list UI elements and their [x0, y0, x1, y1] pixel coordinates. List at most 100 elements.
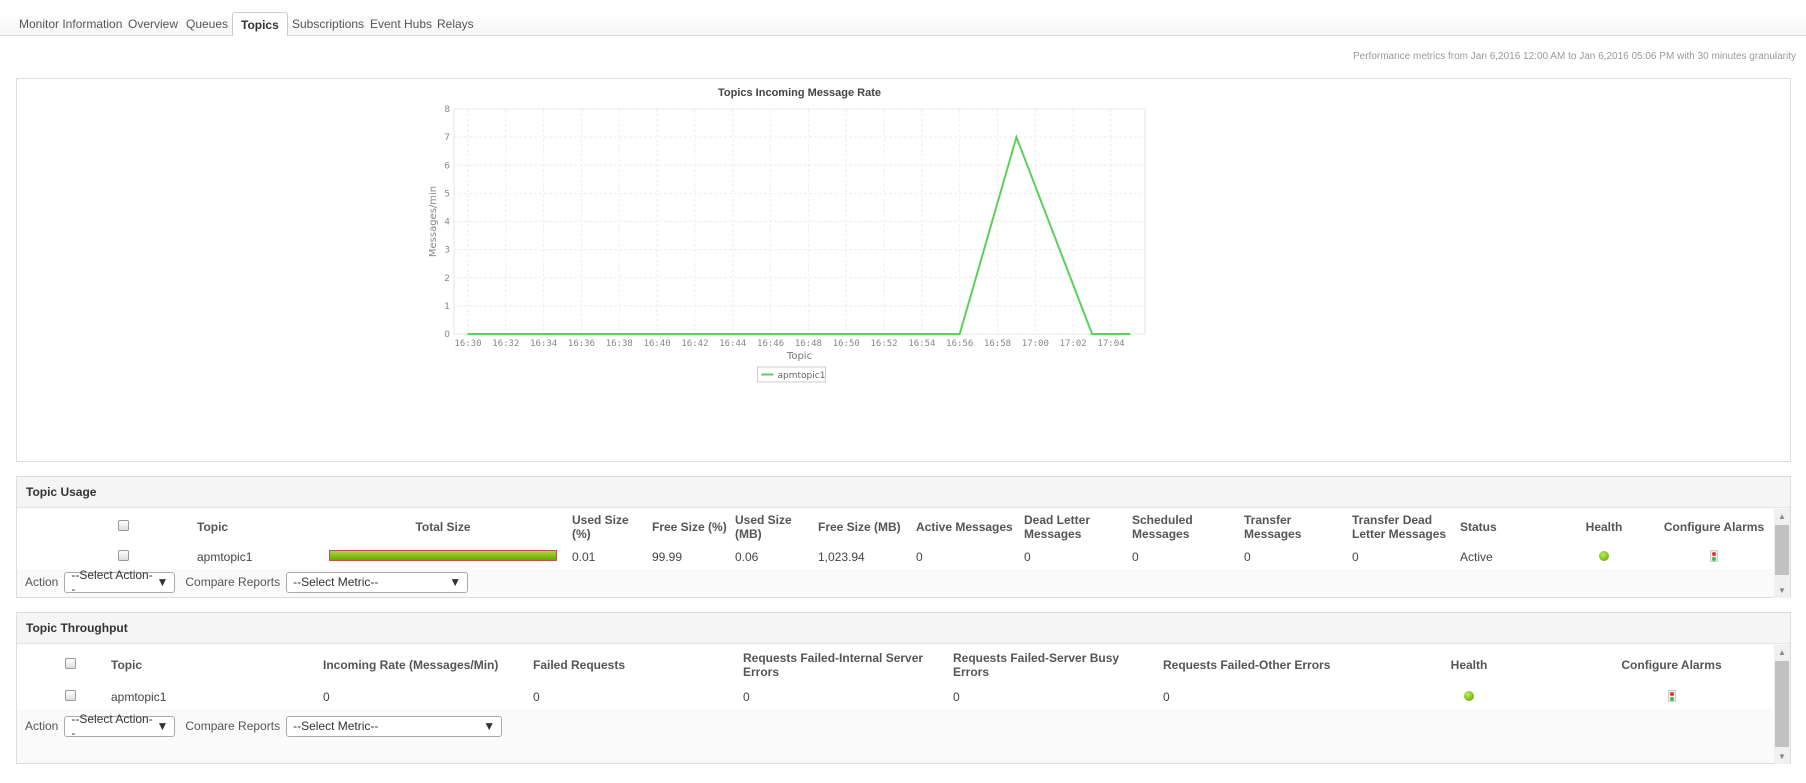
- total-size-bar: [329, 550, 557, 561]
- active-messages: 0: [916, 550, 923, 564]
- row-checkbox[interactable]: [64, 690, 76, 701]
- action-value: --Select Action--: [71, 712, 153, 740]
- x-tick-label: 16:30: [454, 339, 481, 349]
- x-tick-label: 17:02: [1060, 339, 1087, 349]
- y-tick-label: 8: [444, 105, 450, 115]
- topic-name[interactable]: apmtopic1: [197, 550, 253, 564]
- scroll-down-icon[interactable]: ▼: [1778, 586, 1786, 595]
- x-tick-label: 16:50: [833, 339, 860, 349]
- tab-queues[interactable]: Queues: [186, 17, 229, 31]
- column-header: Configure Alarms: [1663, 520, 1765, 534]
- table-row: apmtopic1 0 0 0 0 0: [17, 685, 1774, 709]
- tab-event-hubs[interactable]: Event Hubs: [370, 17, 433, 31]
- column-header: Requests Failed-Internal Server Errors: [743, 651, 924, 679]
- x-tick-label: 16:52: [871, 339, 898, 349]
- scrollbar[interactable]: ▲ ▼: [1774, 509, 1790, 598]
- y-axis-label: Messages/min: [428, 186, 439, 257]
- x-tick-label: 16:44: [719, 339, 746, 349]
- column-header: Failed Requests: [533, 658, 626, 672]
- tab-bar: Monitor Information Overview Queues Topi…: [0, 12, 1806, 36]
- scrollbar[interactable]: ▲ ▼: [1774, 645, 1790, 764]
- tab-relays[interactable]: Relays: [437, 17, 474, 31]
- y-tick-label: 4: [444, 218, 450, 228]
- column-header: Incoming Rate (Messages/Min): [323, 658, 499, 672]
- chart-panel: Topics Incoming Message Rate 0 1 2 3 4 5 6 7 8 16:…: [16, 78, 1791, 462]
- column-header: Topic: [197, 520, 229, 534]
- configure-alarms-icon[interactable]: [1710, 549, 1718, 562]
- column-header: Free Size (%): [652, 520, 727, 534]
- column-header: Requests Failed-Other Errors: [1163, 658, 1331, 672]
- row-checkbox[interactable]: [117, 550, 129, 561]
- y-tick-label: 2: [444, 274, 450, 284]
- x-tick-label: 17:00: [1022, 339, 1049, 349]
- compare-select[interactable]: --Select Metric-- ▼: [286, 571, 469, 593]
- table-row: apmtopic1 0.01 99.99 0.06 1,023.94 0 0 0…: [17, 545, 1774, 569]
- column-header: Requests Failed-Server Busy Errors: [953, 651, 1120, 679]
- compare-label: Compare Reports: [185, 719, 281, 733]
- failed-requests: 0: [533, 690, 540, 704]
- column-header: Health: [1585, 520, 1623, 534]
- compare-label: Compare Reports: [185, 575, 281, 589]
- chart-title: Topics Incoming Message Rate: [718, 87, 881, 99]
- compare-value: --Select Metric--: [293, 719, 379, 733]
- free-pct: 99.99: [652, 550, 683, 564]
- y-tick-label: 7: [444, 133, 450, 143]
- column-header: Transfer Dead Letter Messages: [1352, 513, 1447, 541]
- select-all-checkbox[interactable]: [64, 658, 76, 669]
- action-select[interactable]: --Select Action-- ▼: [64, 568, 176, 596]
- x-tick-label: 16:54: [908, 339, 935, 349]
- x-axis-label: Topic: [786, 351, 812, 362]
- column-header: Scheduled Messages: [1132, 513, 1193, 541]
- scroll-down-icon[interactable]: ▼: [1778, 752, 1786, 761]
- tab-topics[interactable]: Topics: [232, 12, 288, 36]
- data-point: [1091, 333, 1093, 335]
- y-tick-label: 0: [444, 330, 450, 340]
- tab-monitor-information[interactable]: Monitor Information: [19, 17, 123, 31]
- dropdown-arrow-icon: ▼: [156, 719, 169, 733]
- x-tick-label: 16:40: [644, 339, 671, 349]
- tab-overview[interactable]: Overview: [128, 17, 179, 31]
- incoming-rate: 0: [323, 690, 330, 704]
- scroll-thumb[interactable]: [1775, 525, 1789, 575]
- column-header: Dead Letter Messages: [1024, 513, 1091, 541]
- dropdown-arrow-icon: ▼: [449, 575, 462, 589]
- topic-name[interactable]: apmtopic1: [111, 690, 167, 704]
- tab-subscriptions[interactable]: Subscriptions: [292, 17, 365, 31]
- legend-box: [757, 366, 826, 383]
- column-header: Topic: [111, 658, 143, 672]
- data-point: [1129, 333, 1131, 335]
- line-chart: Topics Incoming Message Rate 0 1 2 3 4 5 6 7 8 16:…: [428, 87, 1146, 383]
- y-tick-label: 5: [444, 189, 450, 199]
- data-point: [1015, 136, 1018, 138]
- column-header: Total Size: [415, 520, 471, 534]
- compare-select[interactable]: --Select Metric-- ▼: [286, 715, 503, 737]
- performance-note: Performance metrics from Jan 6,2016 12:0…: [1352, 51, 1796, 62]
- scroll-up-icon[interactable]: ▲: [1778, 512, 1786, 521]
- scroll-up-icon[interactable]: ▲: [1778, 648, 1786, 657]
- health-icon[interactable]: [1599, 551, 1609, 561]
- other-errors: 0: [1163, 690, 1170, 704]
- x-tick-label: 16:56: [946, 339, 973, 349]
- x-tick-label: 16:32: [492, 339, 519, 349]
- scroll-thumb[interactable]: [1775, 661, 1789, 747]
- x-tick-label: 16:46: [757, 339, 784, 349]
- action-value: --Select Action--: [71, 568, 153, 596]
- configure-alarms-icon[interactable]: [1667, 689, 1676, 702]
- usage-table: Topic Total Size Used Size (%) Free Size…: [17, 509, 1774, 569]
- status: Active: [1460, 550, 1493, 564]
- throughput-table: Topic Incoming Rate (Messages/Min) Faile…: [17, 645, 1774, 709]
- x-tick-label: 16:58: [984, 339, 1011, 349]
- topic-throughput-panel: Topic Throughput Topic Incoming Rate (Me…: [16, 612, 1791, 764]
- transfer-messages: 0: [1244, 550, 1251, 564]
- legend-label: apmtopic1: [778, 371, 826, 381]
- action-label: Action: [25, 719, 59, 733]
- column-header: Active Messages: [916, 520, 1013, 534]
- column-header: Transfer Messages: [1244, 513, 1302, 541]
- column-header: Free Size (MB): [818, 520, 901, 534]
- action-label: Action: [25, 575, 59, 589]
- action-select[interactable]: --Select Action-- ▼: [64, 712, 176, 740]
- panel-title: Topic Throughput: [17, 613, 1790, 644]
- select-all-checkbox[interactable]: [117, 520, 129, 531]
- column-header: Configure Alarms: [1621, 658, 1722, 672]
- health-icon[interactable]: [1464, 691, 1474, 701]
